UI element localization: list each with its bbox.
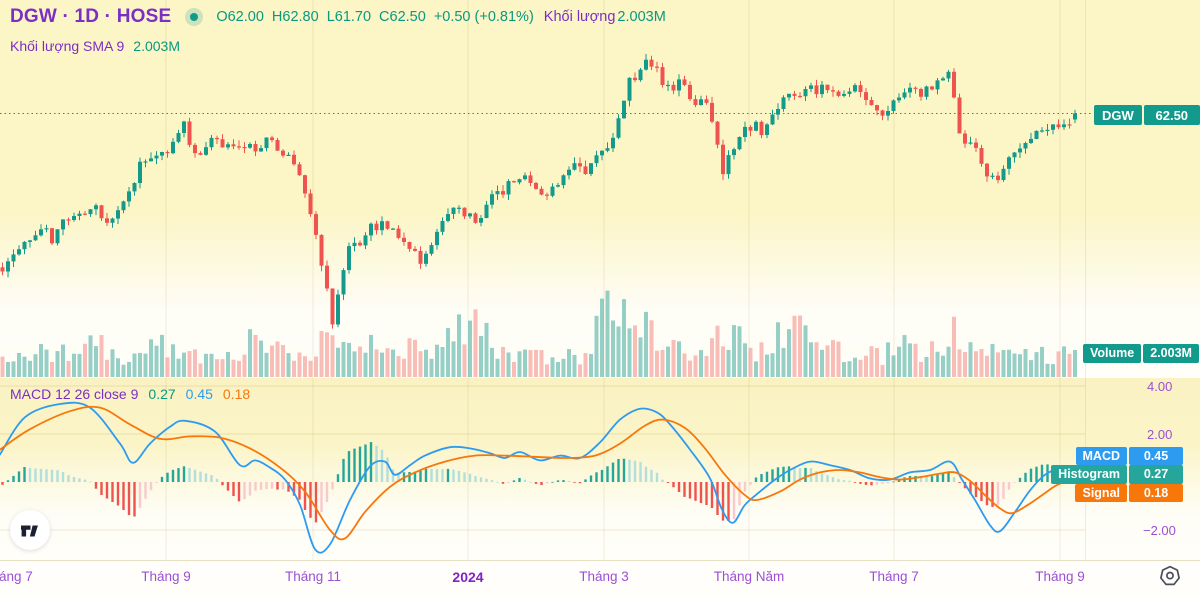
time-axis-label[interactable]: Tháng 11 [284,569,342,584]
indicator-badge-value: 0.45 [1129,446,1183,465]
macd-axis-label[interactable]: −2.00 [1143,523,1176,538]
indicator-badge-macd[interactable]: MACD 0.45 [1075,446,1183,465]
macd-pane[interactable] [0,378,1200,560]
volume-badge-label: Volume [1083,344,1142,363]
low-value: L61.70 [326,9,372,25]
macd-legend-title[interactable]: MACD 12 26 close 9 [10,386,139,402]
market-status-dot[interactable] [185,8,204,26]
symbol-badge-label: DGW [1094,105,1142,125]
time-axis-label[interactable]: Tháng 9 [141,569,191,584]
change-value: +0.50 (+0.81%) [433,9,534,25]
volume-badge-value: 2.003M [1143,344,1199,363]
vertical-gridlines [165,0,1061,560]
open-value: O62.00 [216,9,264,25]
tv-logo-icon [21,525,38,537]
candlesticks [0,53,1077,329]
price-axis-separator [1085,0,1086,560]
time-axis-label[interactable]: Tháng 7 [0,569,33,584]
volume-sma-legend: Khối lượng SMA 9 2.003M [10,38,180,54]
volume-legend-label[interactable]: Khối lượng [543,9,616,25]
time-axis[interactable]: Tháng 7 Tháng 9 Tháng 11 2024 Tháng 3 Tháng N… [0,560,1200,595]
macd-histogram [1,442,1077,523]
indicator-badge-signal[interactable]: Signal 0.18 [1075,483,1183,502]
time-axis-label[interactable]: Tháng 7 [869,569,919,584]
signal-line [0,405,1079,541]
macd-axis-label[interactable]: 4.00 [1147,379,1173,394]
indicator-badge-label: Histogram [1051,465,1127,484]
close-value: C62.50 [379,9,426,25]
symbol-badge-value: 62.50 [1143,105,1200,125]
indicator-badge-value: 0.27 [1129,465,1183,484]
time-axis-label[interactable]: Tháng Năm [713,569,785,584]
price-pane[interactable] [0,0,1200,378]
macd-hist-legend-value: 0.27 [148,386,176,402]
indicator-badge-label: MACD [1075,446,1127,465]
volume-badge[interactable]: Volume 2.003M [1083,344,1199,363]
time-axis-label[interactable]: 2024 [452,569,484,585]
volume-sma-value: 2.003M [133,38,180,54]
status-dot-core [190,13,199,21]
settings-icon[interactable] [1156,562,1183,589]
tradingview-logo[interactable] [10,510,50,550]
macd-legend: MACD 12 26 close 9 0.27 0.45 0.18 [10,386,250,402]
macd-axis-label[interactable]: 2.00 [1147,427,1173,442]
indicator-badge-value: 0.18 [1129,483,1183,502]
volume-legend-value: 2.003M [617,9,666,25]
macd-gridlines [0,385,1085,531]
symbol-title[interactable]: DGW · 1D · HOSE [10,6,172,27]
high-value: H62.80 [271,9,319,25]
volume-bars [0,290,1077,377]
symbol-price-badge[interactable]: DGW 62.50 [1094,105,1200,125]
ohlc-row: O62.00 H62.80 L61.70 C62.50 +0.50 (+0.81… [216,9,665,25]
symbol-legend: DGW · 1D · HOSE O62.00 H62.80 L61.70 C62… [10,6,666,28]
macd-signal-legend-value: 0.18 [222,386,251,402]
indicator-badge-histogram[interactable]: Histogram 0.27 [1051,465,1183,484]
heptagon-gear-icon [1159,565,1180,585]
time-axis-label[interactable]: Tháng 3 [579,569,629,584]
macd-line-legend-value: 0.45 [185,386,213,402]
volume-sma-label[interactable]: Khối lượng SMA 9 [10,38,125,54]
time-axis-label[interactable]: Tháng 9 [1035,569,1085,584]
indicator-badge-label: Signal [1075,483,1127,502]
